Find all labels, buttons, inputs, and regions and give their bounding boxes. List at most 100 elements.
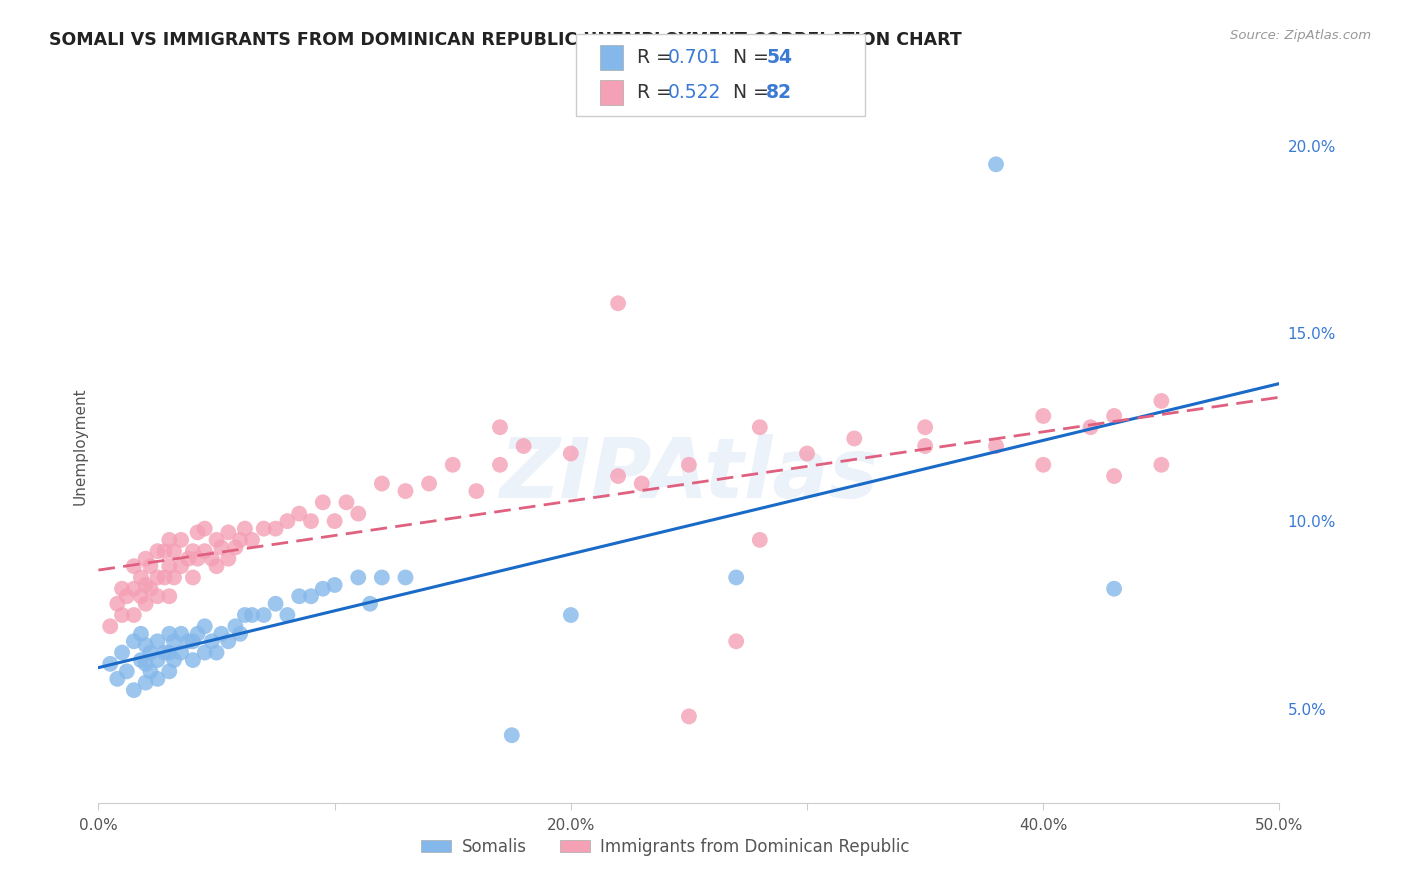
Point [209, 541, 232, 555]
Point [914, 420, 936, 434]
Point [1032, 458, 1054, 472]
Point [1102, 469, 1125, 483]
Point [984, 439, 1007, 453]
Y-axis label: Unemployment: Unemployment [72, 387, 87, 505]
Point [146, 653, 169, 667]
Point [512, 439, 534, 453]
Point [209, 627, 232, 641]
Text: SOMALI VS IMMIGRANTS FROM DOMINICAN REPUBLIC UNEMPLOYMENT CORRELATION CHART: SOMALI VS IMMIGRANTS FROM DOMINICAN REPU… [49, 31, 962, 49]
Point [111, 646, 134, 660]
Point [181, 634, 204, 648]
Point [253, 607, 276, 622]
Text: Source: ZipAtlas.com: Source: ZipAtlas.com [1230, 29, 1371, 42]
Point [129, 570, 152, 584]
Point [371, 570, 394, 584]
Point [205, 533, 228, 547]
Point [678, 709, 700, 723]
Point [323, 578, 346, 592]
Point [135, 657, 157, 671]
Point [135, 551, 157, 566]
Point [170, 627, 193, 641]
Point [122, 607, 145, 622]
Point [163, 634, 186, 648]
Point [276, 607, 298, 622]
Point [560, 607, 582, 622]
Point [194, 522, 217, 536]
Point [115, 665, 138, 679]
Point [264, 522, 287, 536]
Point [607, 296, 630, 310]
Point [146, 589, 169, 603]
Point [371, 476, 394, 491]
Point [181, 570, 204, 584]
Point [170, 646, 193, 660]
Point [194, 646, 217, 660]
Point [347, 507, 370, 521]
Point [299, 514, 322, 528]
Point [122, 582, 145, 596]
Point [394, 484, 416, 499]
Text: N =: N = [721, 83, 775, 102]
Point [98, 619, 121, 633]
Point [201, 634, 224, 648]
Point [187, 551, 209, 566]
Point [105, 597, 128, 611]
Point [157, 665, 180, 679]
Point [146, 672, 169, 686]
Text: 0.701: 0.701 [668, 48, 721, 67]
Point [984, 157, 1007, 171]
Point [299, 589, 322, 603]
Point [135, 638, 157, 652]
Point [139, 665, 162, 679]
Point [217, 634, 239, 648]
Point [748, 420, 770, 434]
Point [129, 653, 152, 667]
Point [233, 607, 256, 622]
Point [153, 570, 176, 584]
Point [217, 525, 239, 540]
Point [122, 559, 145, 574]
Text: 0.522: 0.522 [668, 83, 721, 102]
Point [146, 570, 169, 584]
Text: 54: 54 [766, 48, 792, 67]
Point [560, 446, 582, 460]
Point [163, 570, 186, 584]
Point [253, 522, 276, 536]
Text: R =: R = [637, 83, 678, 102]
Point [170, 559, 193, 574]
Point [194, 544, 217, 558]
Point [489, 420, 512, 434]
Point [111, 607, 134, 622]
Point [115, 589, 138, 603]
Point [224, 541, 246, 555]
Point [418, 476, 440, 491]
Point [205, 559, 228, 574]
Point [725, 634, 748, 648]
Point [240, 607, 263, 622]
Point [187, 525, 209, 540]
Point [201, 551, 224, 566]
Point [146, 634, 169, 648]
Point [157, 589, 180, 603]
Point [153, 544, 176, 558]
Point [240, 533, 263, 547]
Point [129, 589, 152, 603]
Point [217, 551, 239, 566]
Point [678, 458, 700, 472]
Point [288, 589, 311, 603]
Point [465, 484, 488, 499]
Point [229, 533, 252, 547]
Point [1150, 458, 1173, 472]
Point [489, 458, 512, 472]
Point [181, 653, 204, 667]
Point [501, 728, 523, 742]
Point [187, 627, 209, 641]
Text: ZIPAtlas: ZIPAtlas [499, 434, 879, 515]
Point [607, 469, 630, 483]
Point [630, 476, 652, 491]
Point [139, 646, 162, 660]
Point [194, 619, 217, 633]
Point [122, 683, 145, 698]
Point [135, 675, 157, 690]
Point [748, 533, 770, 547]
